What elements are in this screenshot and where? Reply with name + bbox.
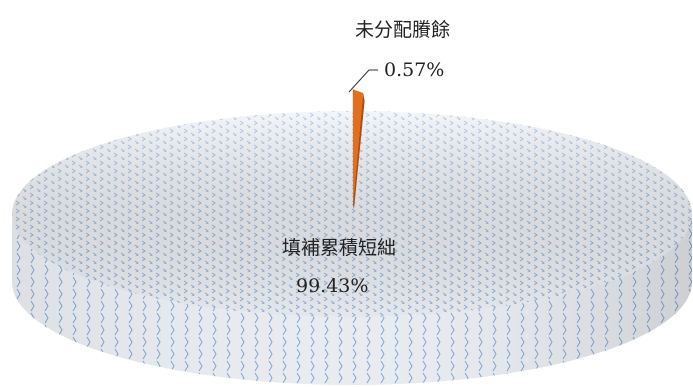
label-category-small: 未分配賸餘 bbox=[355, 19, 450, 41]
slice-small-edge bbox=[353, 93, 365, 209]
pie-disc bbox=[12, 111, 692, 385]
label-percent-large: 99.43% bbox=[296, 275, 368, 297]
label-category-large: 填補累積短絀 bbox=[282, 237, 396, 259]
leader-line bbox=[348, 69, 378, 93]
slice-top-shade bbox=[12, 111, 692, 317]
label-percent-small: 0.57% bbox=[384, 59, 444, 81]
slice-small bbox=[352, 89, 364, 205]
slice-side-shade bbox=[12, 214, 692, 385]
